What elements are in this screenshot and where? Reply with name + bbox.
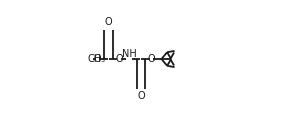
Text: NH: NH — [122, 49, 136, 59]
Text: O: O — [94, 54, 102, 64]
Text: CH₃: CH₃ — [87, 54, 105, 64]
Text: O: O — [105, 17, 112, 27]
Text: O: O — [137, 91, 145, 101]
Text: O: O — [115, 54, 123, 64]
Text: O: O — [148, 54, 155, 64]
